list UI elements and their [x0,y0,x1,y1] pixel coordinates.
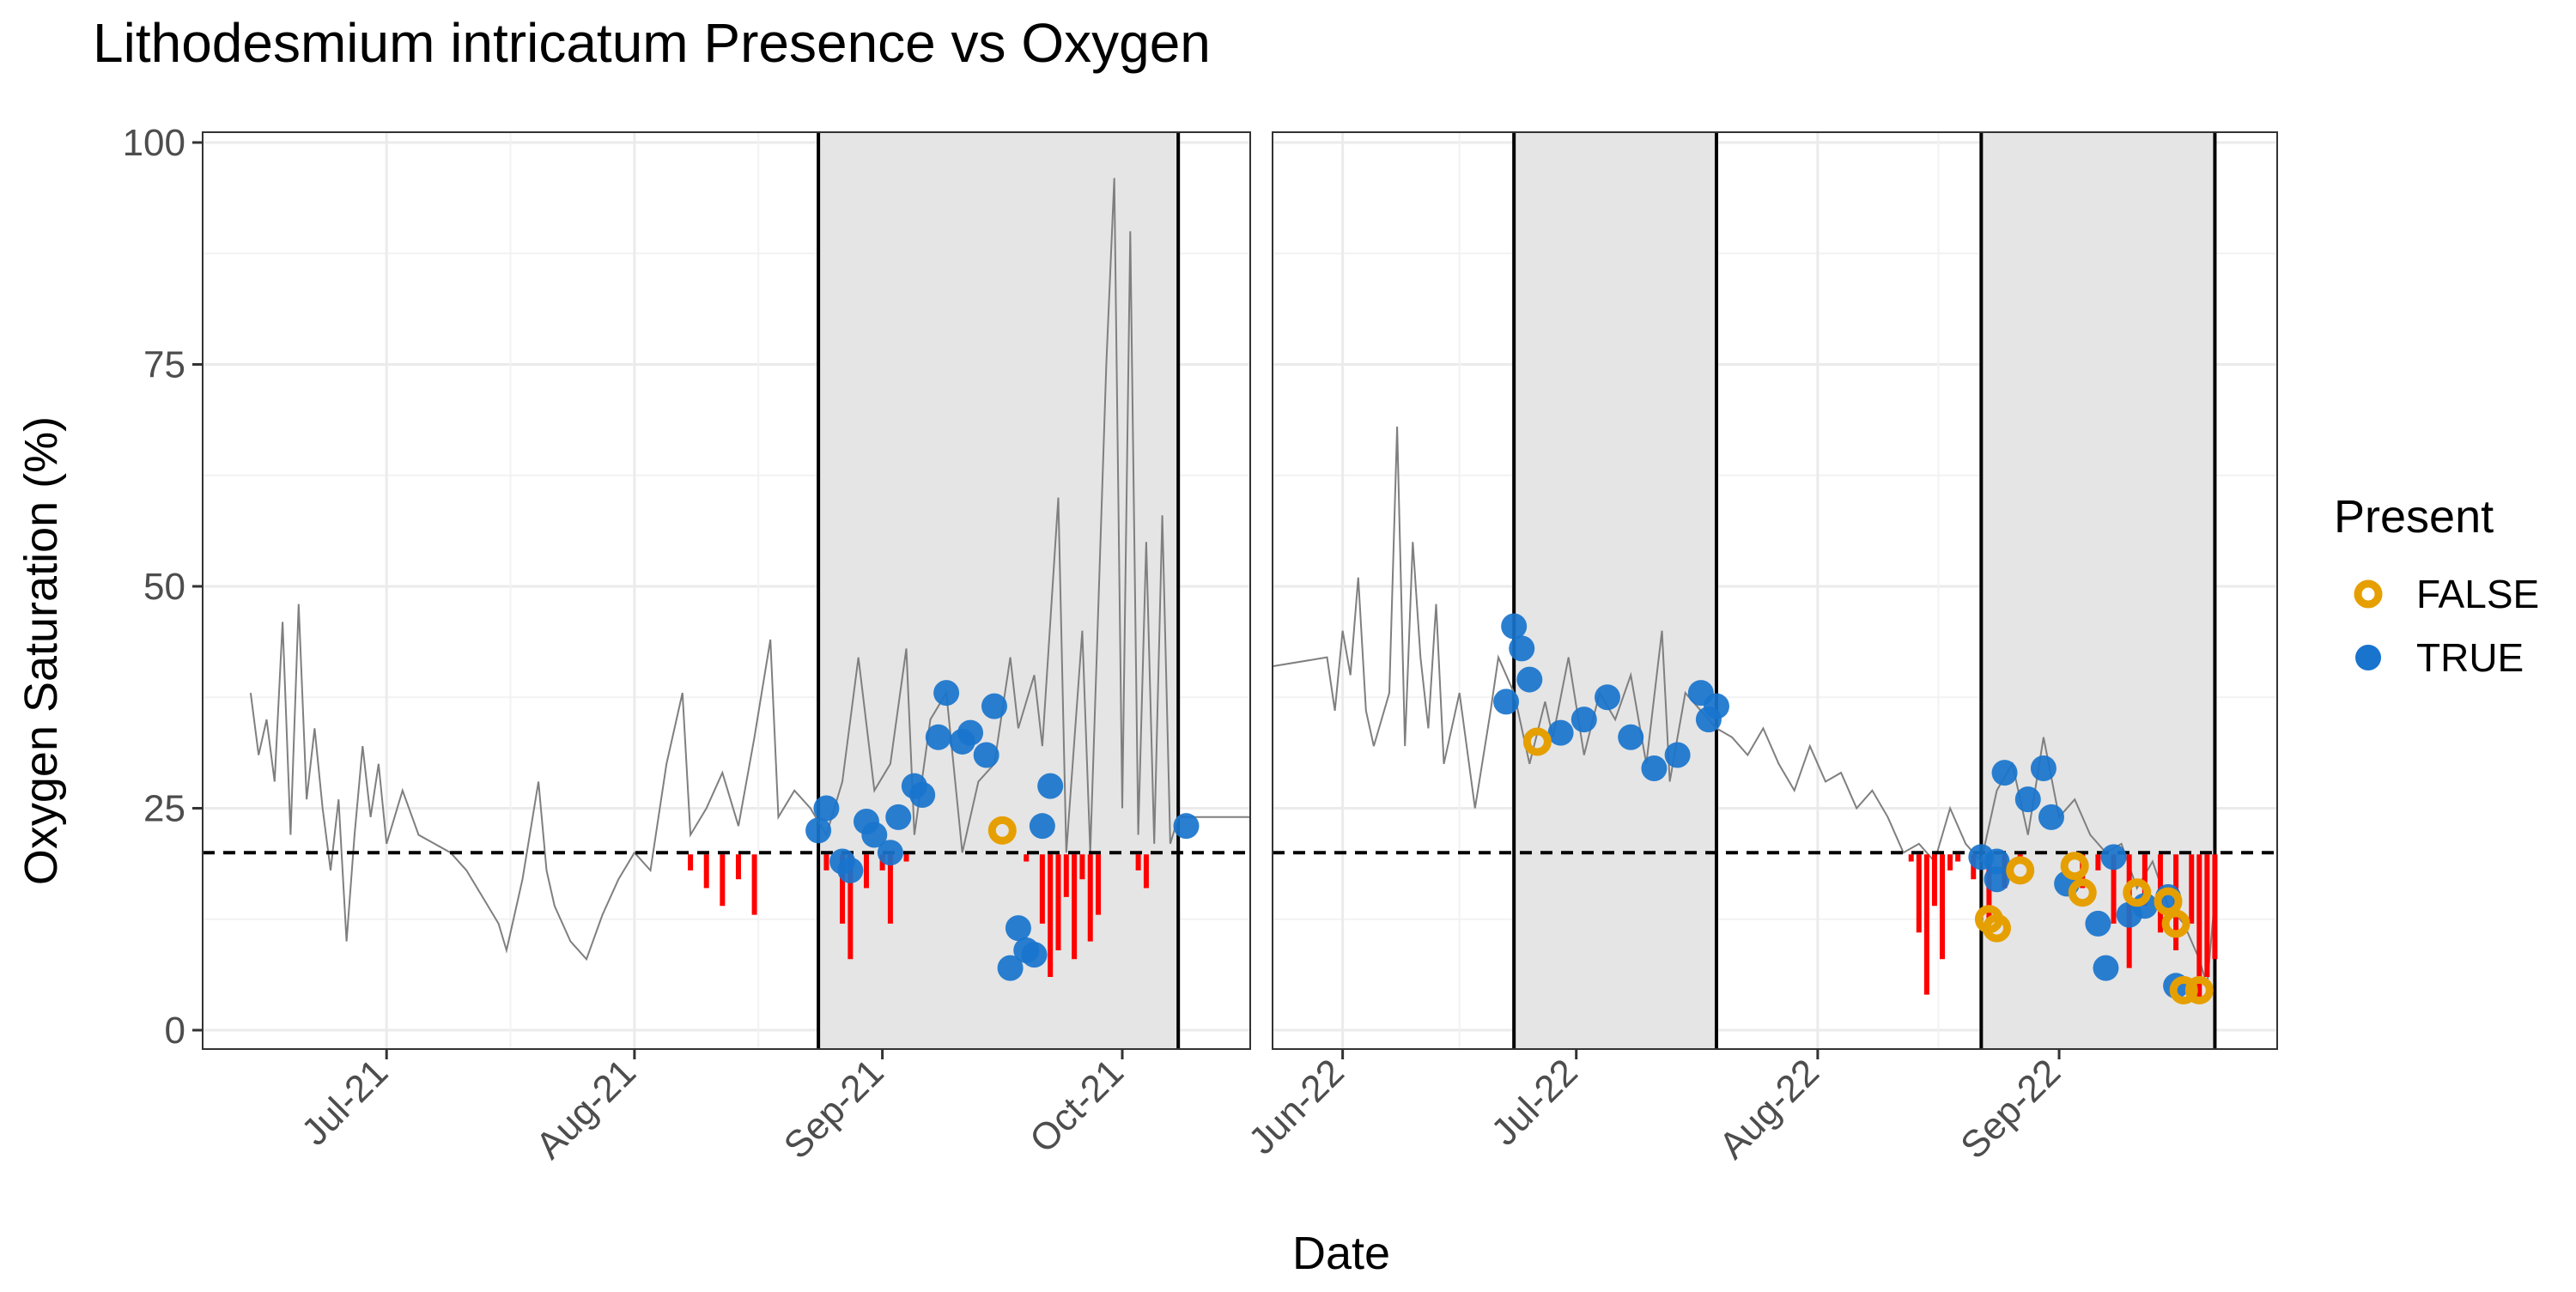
x-axis-label: Date [1292,1228,1390,1279]
point-true [1984,866,2010,893]
point-false [987,816,1017,845]
point-false [2154,887,2183,916]
legend-key-false [2354,579,2383,609]
point-true [1991,760,2018,786]
point-true [813,795,840,822]
point-true [885,804,912,830]
point-true [957,719,984,746]
point-true [1595,684,1620,711]
point-true [1493,688,1520,715]
point-true [1571,707,1597,733]
x-tick-label: Aug-22 [1711,1051,1827,1167]
legend-label: FALSE [2416,572,2539,616]
y-tick-label: 100 [123,122,185,164]
panel-2: Jun-22 Jul-22 Aug-22 Sep-22 [1241,131,2278,1167]
point-true [1501,613,1528,640]
shaded-period [818,132,1179,1049]
point-true [1029,813,1055,840]
point-true [2100,844,2127,870]
point-true [2093,955,2119,981]
point-true [2038,804,2064,830]
point-false [1982,913,2011,943]
point-true [837,857,864,883]
y-tick-label: 75 [143,344,185,386]
point-true [981,693,1007,719]
point-false [2123,878,2152,907]
point-false [1522,727,1552,756]
point-false [2006,856,2035,885]
panel-border [202,131,1251,1050]
legend-entries: FALSE TRUE [2354,572,2539,680]
point-true [861,822,888,848]
point-true [1984,848,2010,875]
legend-title: Present [2334,491,2494,543]
point-true [1516,666,1543,693]
panel-border [1272,131,2278,1050]
x-tick-label: Sep-22 [1953,1051,2069,1167]
point-true [1547,719,1574,746]
x-tick-label: Oct-21 [1022,1051,1132,1161]
y-tick-label: 0 [165,1010,185,1052]
point-true [2085,910,2111,937]
point-true [997,955,1024,981]
point-true [1703,693,1729,719]
point-true [1509,635,1535,662]
panels-layer: Jul-21 Aug-21 Sep-21 Oct-21 0 25 50 75 100 Jun-22… [123,122,2278,1167]
point-true [1021,942,1048,968]
point-true [973,742,999,768]
x-tick-label: Jul-22 [1483,1051,1585,1153]
x-tick-label: Jun-22 [1241,1051,1352,1162]
point-true [1005,915,1031,942]
legend-key-true [2355,645,2381,670]
point-true [909,781,936,808]
point-false [2184,975,2214,1004]
y-tick-label: 50 [143,566,185,608]
point-true [2014,786,2041,813]
point-true [1173,813,1200,840]
point-true [1618,724,1644,750]
point-false [2060,852,2089,881]
y-tick-label: 25 [143,788,185,830]
point-true [1664,742,1691,768]
point-true [1037,773,1064,799]
point-true [933,680,960,707]
chart-title: Lithodesmium intricatum Presence vs Oxyg… [93,12,1211,74]
legend-entry: FALSE [2354,572,2539,616]
point-true [1641,755,1668,781]
point-true [805,817,832,844]
point-true [877,840,903,866]
x-tick-label: Jul-21 [294,1051,396,1153]
legend-label: TRUE [2416,635,2524,680]
point-false [2068,878,2097,907]
x-tick-label: Sep-21 [776,1051,892,1167]
y-axis-label: Oxygen Saturation (%) [15,416,67,885]
point-false [2169,975,2198,1004]
point-true [2030,755,2057,781]
legend: Present FALSE TRUE [2334,491,2539,680]
point-false [2161,909,2190,938]
x-tick-label: Aug-21 [528,1051,644,1167]
legend-entry: TRUE [2355,635,2524,680]
panel-1: Jul-21 Aug-21 Sep-21 Oct-21 0 25 50 75 100 [123,122,1251,1167]
point-true [925,724,951,750]
shaded-period [1514,132,1716,1049]
